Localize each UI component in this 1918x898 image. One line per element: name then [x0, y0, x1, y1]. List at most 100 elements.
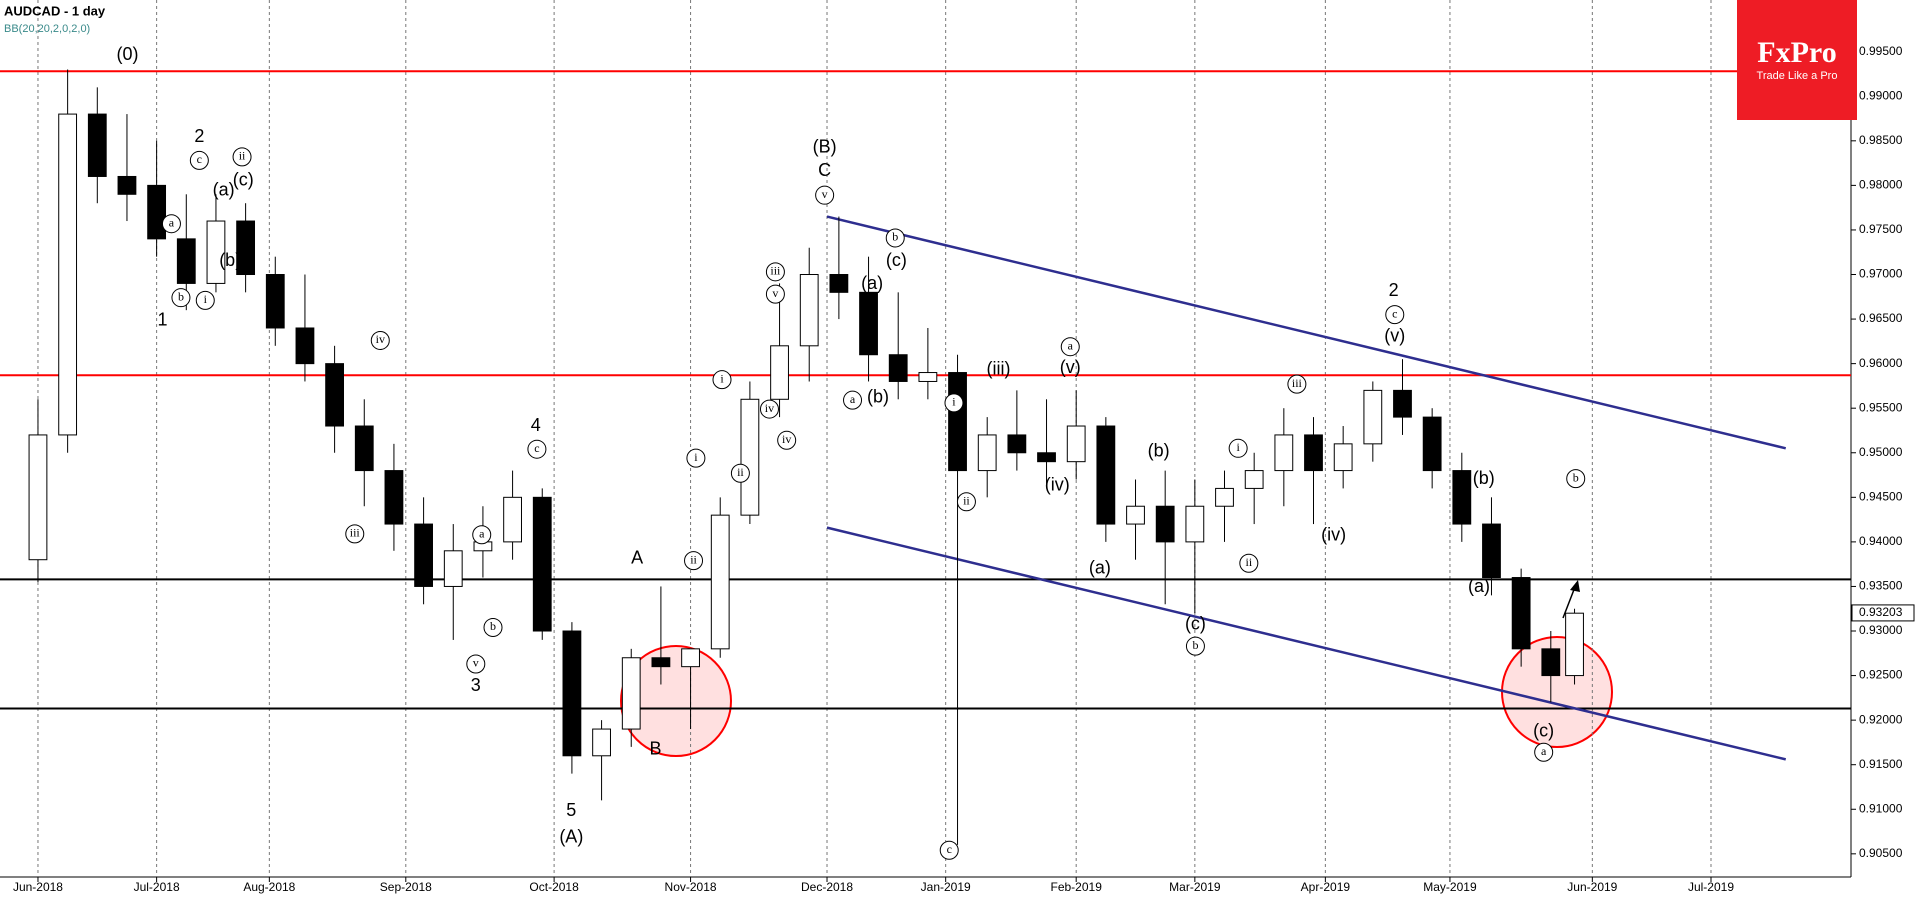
wave-label: (c): [1533, 720, 1554, 740]
candle-body: [325, 363, 345, 427]
candle-body: [1541, 648, 1561, 677]
wave-label-circle: [956, 492, 976, 512]
brand-tagline: Trade Like a Pro: [1757, 70, 1838, 82]
candle-body: [1363, 389, 1383, 445]
candle-body: [710, 514, 730, 650]
candle-body: [28, 434, 48, 561]
candle-body: [384, 470, 404, 525]
wave-label-circle: [885, 228, 905, 248]
candle-body: [236, 220, 256, 276]
channel-line: [826, 526, 1787, 761]
wave-label: a: [1541, 744, 1547, 758]
wave-label-circle: [1287, 374, 1307, 394]
candle-body: [503, 496, 522, 543]
wave-label: iv: [376, 332, 385, 346]
wave-label: ii: [963, 494, 970, 508]
wave-label: C: [818, 160, 831, 180]
y-tick-label: 0.99000: [1859, 88, 1903, 102]
wave-label: (0): [117, 44, 139, 64]
candle-body: [117, 175, 137, 195]
wave-label: v: [473, 656, 479, 670]
candle-body: [295, 327, 315, 365]
wave-label: (b): [1148, 441, 1170, 461]
candle-body: [1007, 434, 1027, 454]
projection-arrow: [1562, 586, 1576, 619]
wave-label: (c): [886, 250, 907, 270]
wave-label: b: [1573, 470, 1579, 484]
y-tick-label: 0.95500: [1859, 400, 1903, 414]
candle-body: [562, 630, 582, 757]
wave-label: b: [1192, 638, 1198, 652]
wave-label: i: [1236, 440, 1240, 454]
wave-label: i: [694, 450, 698, 464]
wave-label: iii: [1292, 376, 1303, 390]
wave-label-circle: [161, 214, 181, 234]
x-tick-label: Nov-2018: [665, 880, 717, 894]
wave-label: 3: [471, 675, 481, 695]
wave-label: v: [772, 286, 778, 300]
wave-label: ii: [1245, 555, 1252, 569]
y-tick-label: 0.94500: [1859, 489, 1903, 503]
y-tick-label: 0.91500: [1859, 757, 1903, 771]
candle-body: [1333, 443, 1353, 472]
candle-body: [918, 372, 938, 382]
x-tick-label: Feb-2019: [1051, 880, 1103, 894]
candle-body: [58, 113, 78, 436]
candle-body: [265, 274, 285, 329]
wave-label: i: [952, 395, 956, 409]
x-tick-label: Apr-2019: [1301, 880, 1351, 894]
wave-label: b: [892, 230, 898, 244]
wave-label: i: [720, 371, 724, 385]
y-tick-label: 0.97000: [1859, 267, 1903, 281]
candle-body: [1511, 577, 1531, 650]
wave-label-circle: [843, 390, 863, 410]
candle-body: [206, 220, 226, 284]
candle-body: [740, 398, 760, 516]
x-tick-label: May-2019: [1423, 880, 1477, 894]
x-tick-label: Jan-2019: [921, 880, 971, 894]
candle-body: [1422, 416, 1442, 472]
wave-label: (b): [219, 250, 241, 270]
x-tick-label: Jun-2019: [1567, 880, 1617, 894]
brand-name: FxPro: [1757, 36, 1836, 69]
wave-label: (v): [1384, 326, 1405, 346]
candle-body: [859, 291, 878, 356]
candle-body: [1066, 425, 1086, 463]
y-tick-label: 0.96000: [1859, 356, 1903, 370]
wave-label: c: [534, 441, 539, 455]
wave-label: (c): [1185, 614, 1206, 634]
candle-body: [1126, 505, 1145, 525]
wave-label: iii: [350, 526, 361, 540]
candle-body: [1393, 389, 1412, 418]
wave-label-circle: [1385, 305, 1405, 325]
wave-label: iii: [770, 264, 781, 278]
y-tick-label: 0.93000: [1859, 623, 1903, 637]
wave-label: B: [650, 738, 662, 758]
wave-label-circle: [730, 463, 750, 483]
x-tick-label: Jun-2018: [13, 880, 63, 894]
wave-label-circle: [759, 399, 779, 419]
candle-body: [1274, 434, 1294, 472]
wave-label: i: [204, 292, 208, 306]
candle-body: [414, 523, 433, 587]
wave-label: (iii): [986, 359, 1010, 379]
wave-label: (c): [233, 170, 254, 190]
channel-line: [826, 215, 1787, 450]
candle-body: [977, 434, 997, 472]
wave-label-circle: [1185, 636, 1205, 656]
wave-label: (B): [813, 137, 837, 157]
wave-label: a: [850, 392, 856, 406]
wave-label-circle: [1566, 469, 1586, 489]
y-tick-label: 0.93500: [1859, 579, 1903, 593]
wave-label: 2: [1389, 280, 1399, 300]
wave-label: (b): [1473, 468, 1495, 488]
candle-body: [592, 728, 611, 757]
wave-label: c: [1392, 306, 1397, 320]
candle-body: [1215, 487, 1234, 507]
wave-label-circle: [345, 524, 365, 544]
y-tick-label: 0.95000: [1859, 445, 1903, 459]
chart-title: AUDCAD - 1 day: [4, 3, 106, 18]
x-tick-label: Jul-2018: [134, 880, 180, 894]
wave-label: (iv): [1045, 474, 1070, 494]
highlight-circle: [620, 645, 732, 757]
